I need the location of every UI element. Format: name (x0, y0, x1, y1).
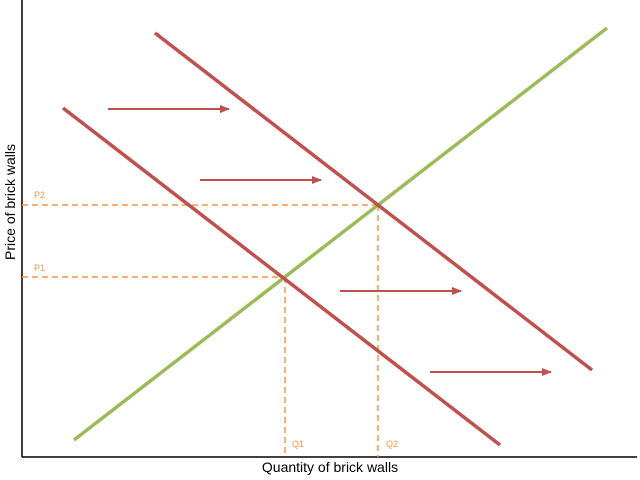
y-axis-title: Price of brick walls (2, 144, 18, 260)
x-axis-title: Quantity of brick walls (262, 459, 398, 475)
q1-label: Q1 (292, 439, 304, 449)
q2-label: Q2 (386, 439, 398, 449)
demand-curve-original (61, 106, 502, 447)
p1-label: P1 (34, 263, 45, 273)
p2-label: P2 (34, 190, 45, 200)
demand-curve-shifted (153, 31, 594, 372)
supply-curve (72, 26, 609, 442)
